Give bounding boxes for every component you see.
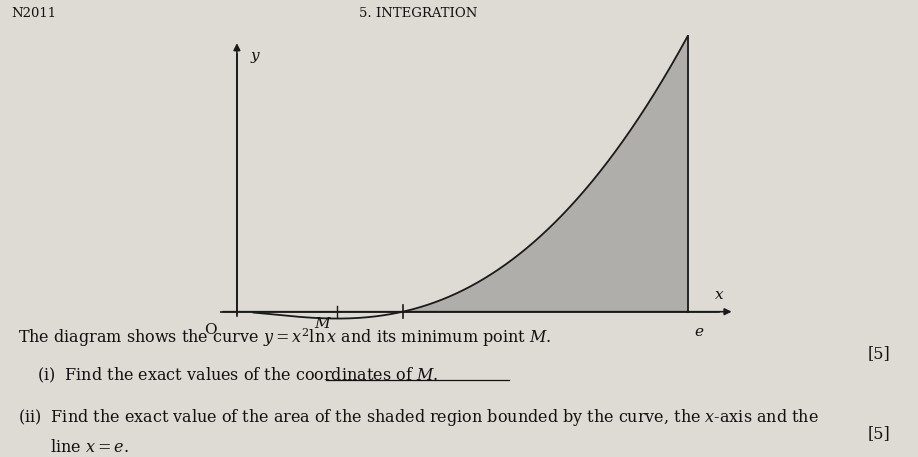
Text: (i)  Find the exact values of the coordinates of $M$.: (i) Find the exact values of the coordin… bbox=[37, 366, 438, 385]
Text: M: M bbox=[315, 318, 330, 331]
Text: The diagram shows the curve $y = x^2 \ln x$ and its minimum point $M$.: The diagram shows the curve $y = x^2 \ln… bbox=[18, 327, 552, 350]
Text: [5]: [5] bbox=[868, 345, 890, 362]
Text: y: y bbox=[251, 49, 259, 63]
Text: (ii)  Find the exact value of the area of the shaded region bounded by the curve: (ii) Find the exact value of the area of… bbox=[18, 407, 819, 428]
Text: N2011: N2011 bbox=[11, 7, 56, 20]
Text: O: O bbox=[205, 323, 217, 337]
Text: x: x bbox=[715, 288, 723, 303]
Text: line $x = e$.: line $x = e$. bbox=[50, 439, 129, 456]
Text: [5]: [5] bbox=[868, 425, 890, 442]
Text: 5. INTEGRATION: 5. INTEGRATION bbox=[359, 7, 476, 20]
Text: e: e bbox=[694, 325, 703, 339]
